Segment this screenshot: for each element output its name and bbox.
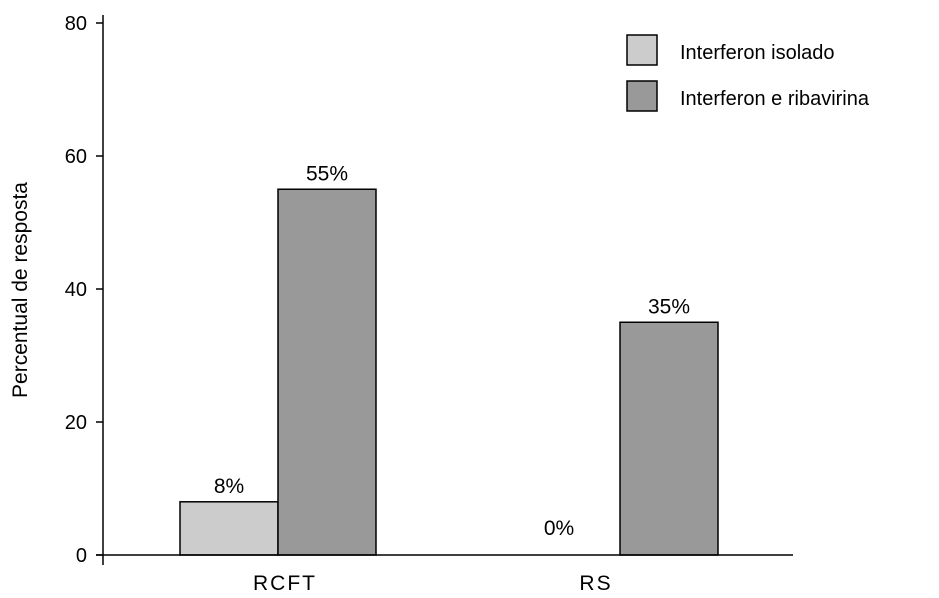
x-tick-label: RCFT xyxy=(253,572,317,595)
y-tick-label: 80 xyxy=(65,13,87,35)
y-tick-label: 0 xyxy=(76,545,87,567)
legend-swatch xyxy=(626,34,658,66)
y-axis-label: Percentual de resposta xyxy=(9,182,32,398)
bar-rs-series-2 xyxy=(619,321,719,556)
plot-area: 8% 55% 0% 35% xyxy=(179,162,719,556)
bar-rcft-series-2 xyxy=(277,188,377,556)
bar-rcft-series-1 xyxy=(179,501,279,556)
y-tick-label: 60 xyxy=(65,146,87,168)
x-ticks: RCFT RS xyxy=(253,572,612,595)
data-label: 55% xyxy=(306,162,348,185)
x-tick-label: RS xyxy=(579,572,612,595)
y-tick-label: 40 xyxy=(65,279,87,301)
data-label: 8% xyxy=(214,475,244,498)
legend-swatch xyxy=(626,80,658,112)
legend: Interferon isolado Interferon e ribavirin… xyxy=(626,34,870,112)
axes xyxy=(96,15,793,565)
y-ticks: 0 20 40 60 80 xyxy=(65,13,103,567)
legend-label: Interferon isolado xyxy=(680,42,835,64)
data-label: 0% xyxy=(544,517,574,540)
data-label: 35% xyxy=(648,295,690,318)
legend-label: Interferon e ribavirina xyxy=(680,88,870,110)
y-tick-label: 20 xyxy=(65,412,87,434)
